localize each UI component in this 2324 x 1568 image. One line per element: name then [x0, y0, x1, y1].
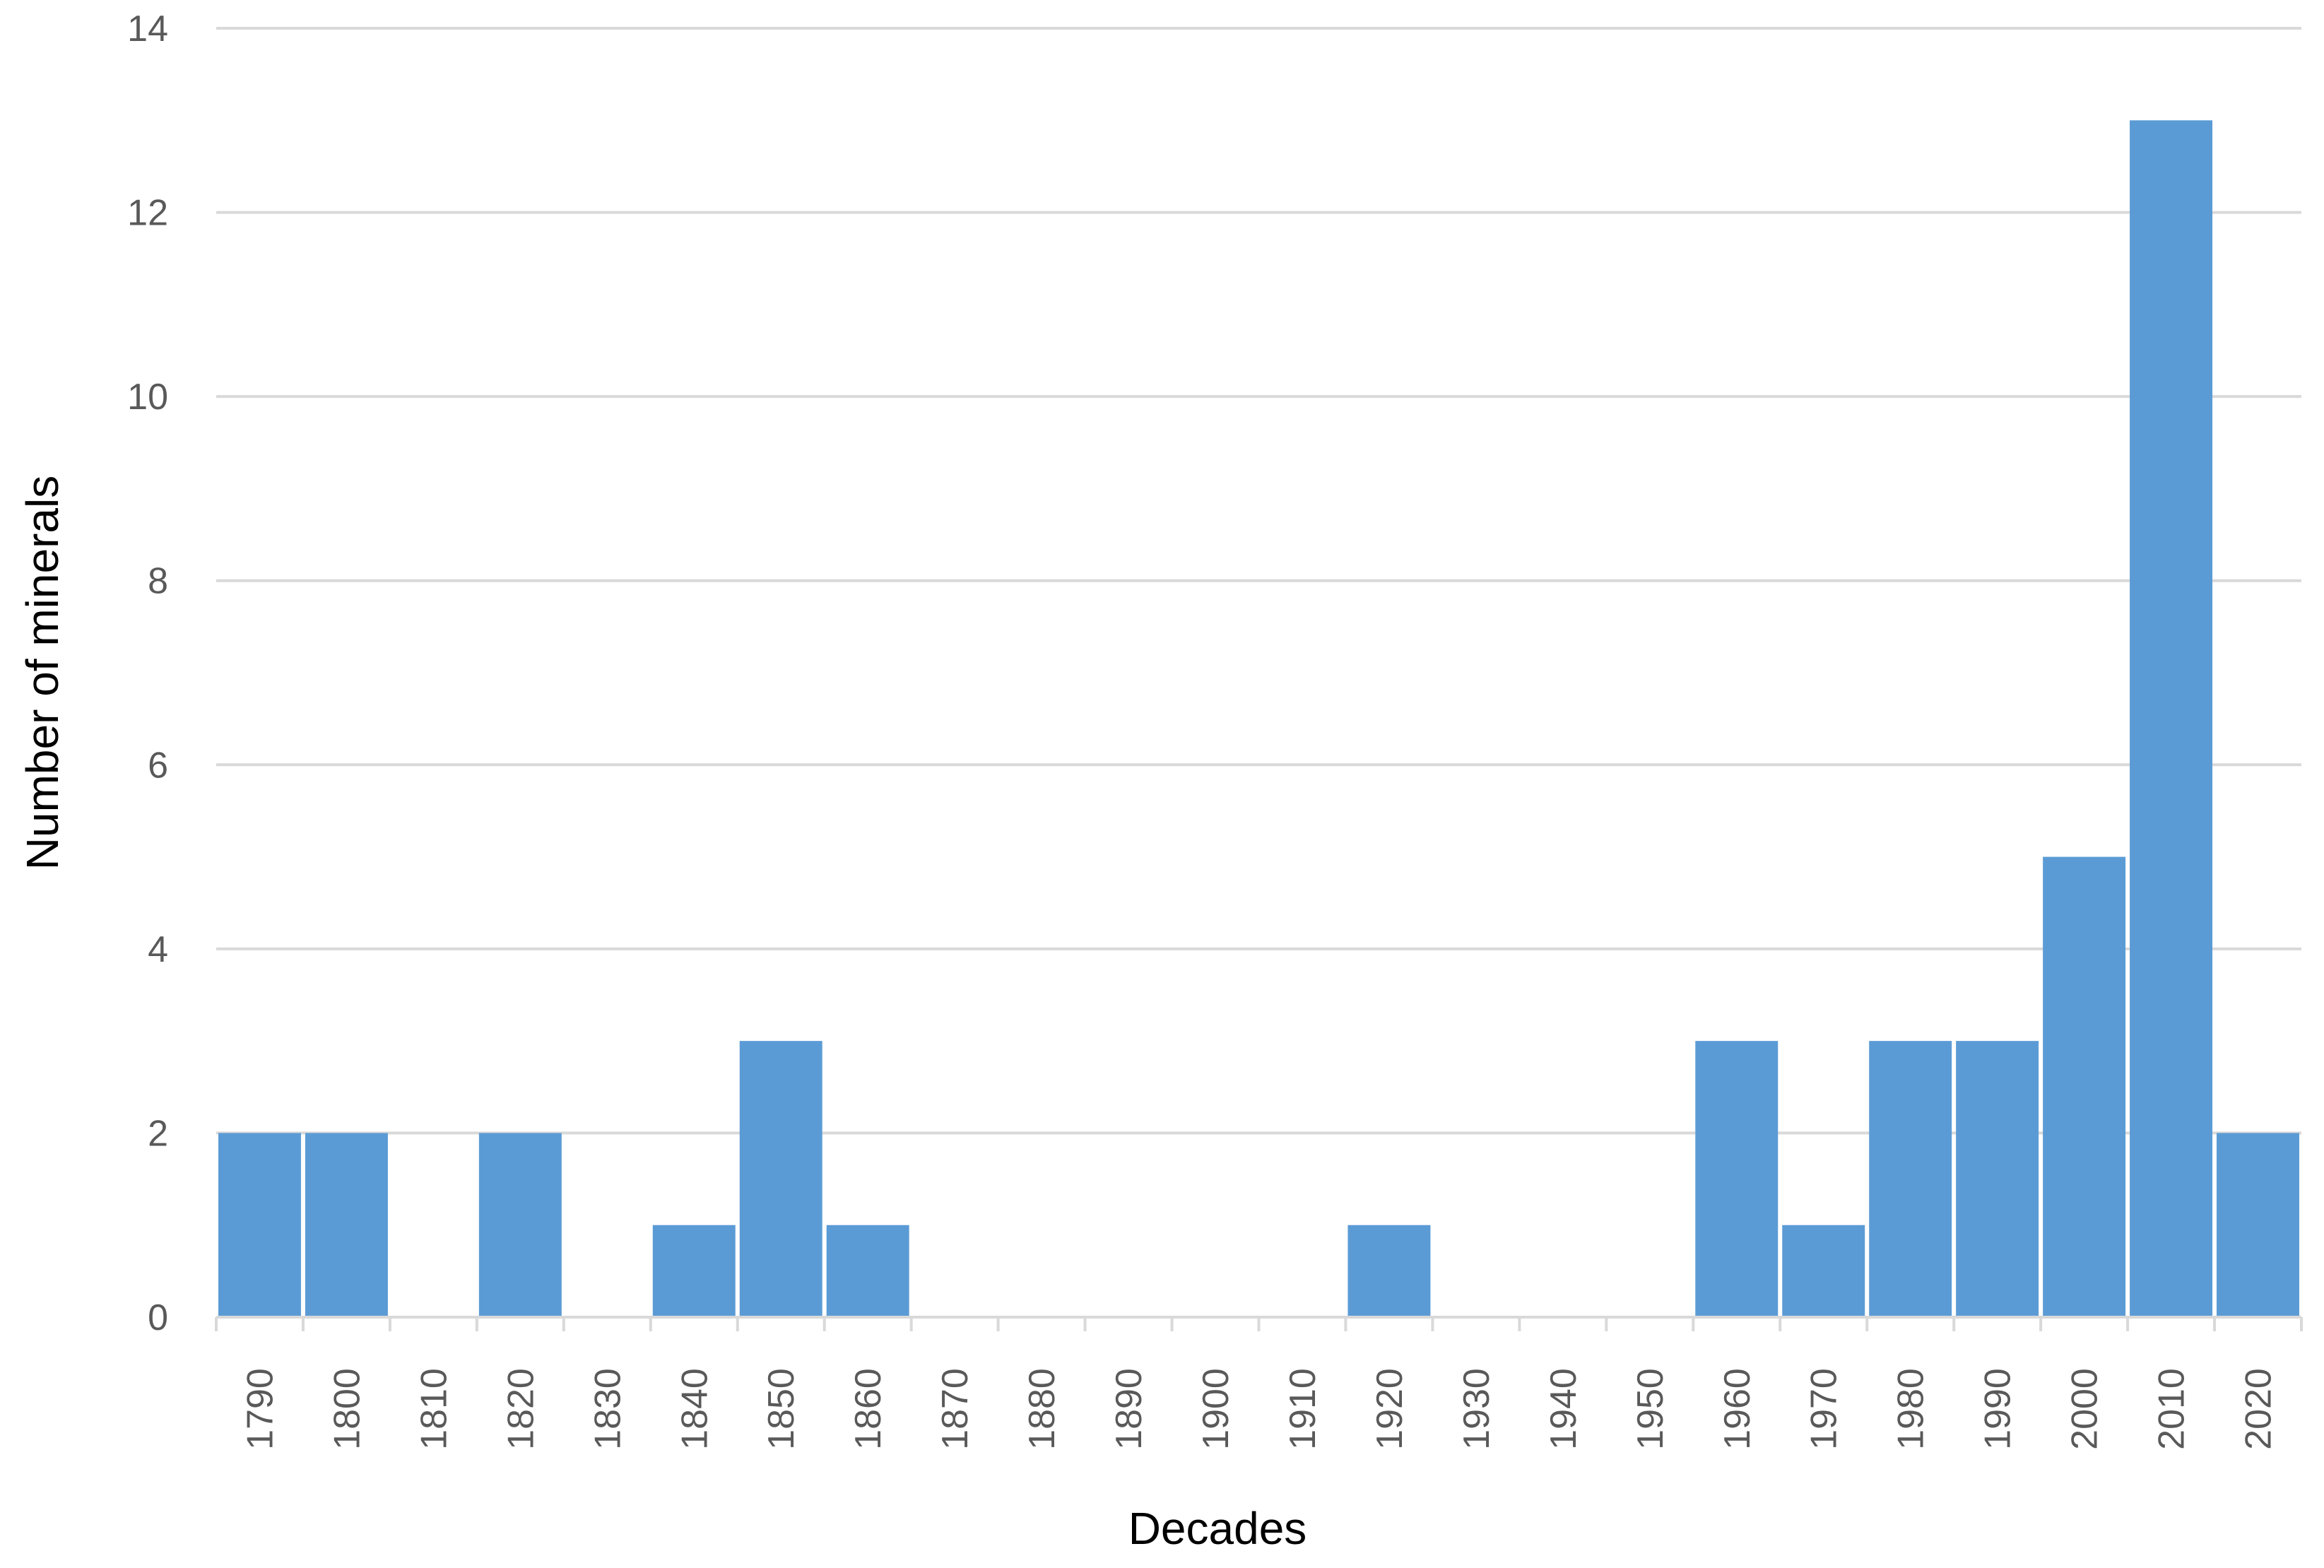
x-tick-label: 1890: [1109, 1368, 1150, 1450]
bar-1860: [826, 1225, 909, 1317]
x-tick-label: 1800: [326, 1368, 367, 1450]
bar-1970: [1782, 1225, 1865, 1317]
x-tick-label: 1930: [1456, 1368, 1497, 1450]
x-tick-label: 2020: [2239, 1368, 2279, 1450]
x-tick-label: 1920: [1369, 1368, 1410, 1450]
x-tick-label: 1850: [761, 1368, 802, 1450]
x-tick-label: 1910: [1282, 1368, 1323, 1450]
x-tick-label: 1950: [1630, 1368, 1671, 1450]
y-axis-tick-labels: 0 2 4 6 8 10 12 14: [127, 8, 168, 1338]
x-tick-label: 1840: [674, 1368, 715, 1450]
x-tick-label: 1980: [1891, 1368, 1932, 1450]
x-tick-label: 1790: [240, 1368, 281, 1450]
x-tick-label: 1940: [1543, 1368, 1584, 1450]
bar-1800: [305, 1133, 388, 1317]
x-axis: [215, 1316, 2303, 1331]
x-tick-label: 1990: [1978, 1368, 2019, 1450]
bar-1790: [218, 1133, 301, 1317]
x-tick-label: 1900: [1196, 1368, 1237, 1450]
bar-1850: [739, 1041, 822, 1317]
y-tick-label: 2: [148, 1113, 168, 1154]
x-tick-label: 1820: [500, 1368, 541, 1450]
y-tick-label: 12: [127, 193, 168, 234]
y-axis-title: Number of minerals: [17, 476, 68, 870]
x-tick-label: 1810: [413, 1368, 454, 1450]
x-tick-label: 1970: [1804, 1368, 1845, 1450]
x-tick-label: 1880: [1022, 1368, 1063, 1450]
bar-2000: [2043, 856, 2126, 1317]
x-axis-tick-labels: 1790 1800 1810 1820 1830 1840 1850 1860 1870 1880…: [240, 1368, 2279, 1450]
gridlines: [216, 27, 2301, 1135]
y-tick-label: 4: [148, 929, 168, 970]
y-tick-label: 6: [148, 745, 168, 786]
y-tick-label: 0: [148, 1297, 168, 1338]
bar-1980: [1869, 1041, 1952, 1317]
bar-1840: [652, 1225, 736, 1317]
x-tick-label: 1860: [848, 1368, 889, 1450]
bar-1990: [1956, 1041, 2039, 1317]
x-tick-label: 2010: [2152, 1368, 2193, 1450]
bar-2010: [2130, 120, 2213, 1317]
bar-2020: [2217, 1133, 2299, 1317]
y-tick-label: 10: [127, 377, 168, 418]
x-tick-label: 1960: [1717, 1368, 1758, 1450]
bar-1960: [1695, 1041, 1779, 1317]
bar-1820: [478, 1133, 562, 1317]
bars: [218, 120, 2299, 1317]
x-tick-label: 2000: [2065, 1368, 2106, 1450]
bar-1920: [1347, 1225, 1431, 1317]
x-tick-label: 1870: [935, 1368, 976, 1450]
x-axis-title: Decades: [1128, 1503, 1307, 1554]
y-tick-label: 8: [148, 561, 168, 602]
y-tick-label: 14: [127, 8, 168, 49]
x-tick-label: 1830: [587, 1368, 628, 1450]
